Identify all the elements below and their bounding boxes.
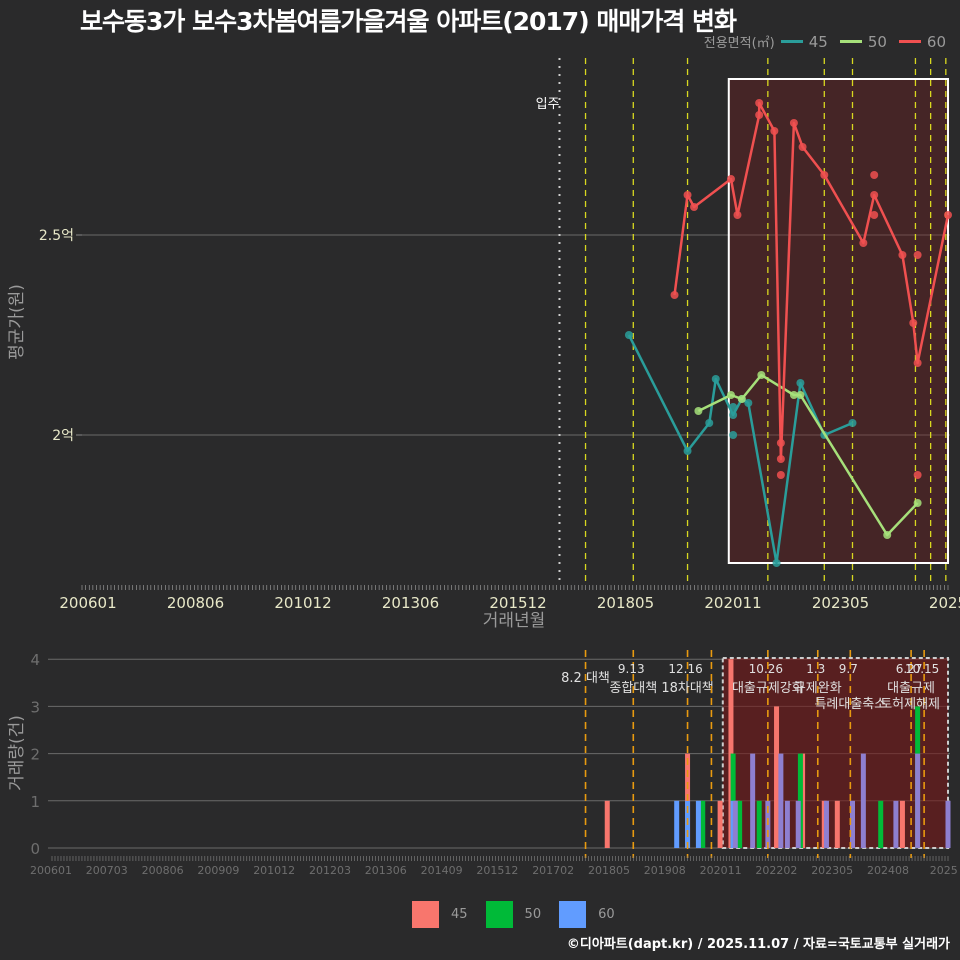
svg-text:201306: 201306 <box>365 864 407 877</box>
svg-text:6.27: 6.27 <box>896 662 923 676</box>
svg-text:18차대책: 18차대책 <box>661 681 713 696</box>
bar-50 <box>700 800 706 848</box>
bar-etc <box>823 800 829 848</box>
svg-text:201512: 201512 <box>489 594 546 612</box>
bar-etc <box>915 753 921 848</box>
bar-60 <box>695 800 701 848</box>
svg-text:200703: 200703 <box>86 864 128 877</box>
svg-text:202305: 202305 <box>812 594 869 612</box>
svg-text:200806: 200806 <box>142 864 184 877</box>
svg-text:1: 1 <box>30 793 40 811</box>
legend-box-60 <box>559 901 587 928</box>
bar-etc <box>750 753 756 848</box>
svg-text:202408: 202408 <box>867 864 909 877</box>
svg-text:규제완화: 규제완화 <box>794 681 842 696</box>
svg-text:200806: 200806 <box>167 594 224 612</box>
bar-60 <box>674 800 680 848</box>
svg-text:9.7: 9.7 <box>839 662 858 676</box>
bar-etc <box>784 800 790 848</box>
legend-swatch-45 <box>780 40 803 43</box>
legend-swatch-50 <box>839 40 862 43</box>
svg-text:4: 4 <box>30 651 40 669</box>
svg-text:토허제해제: 토허제해제 <box>880 697 940 712</box>
svg-text:8.2 대책: 8.2 대책 <box>561 671 610 686</box>
svg-text:201203: 201203 <box>309 864 351 877</box>
bar-etc <box>945 800 951 848</box>
legend-swatch-60 <box>898 40 921 43</box>
legend-box-45 <box>412 901 439 928</box>
bar-45 <box>899 800 905 848</box>
svg-text:2: 2 <box>30 746 40 764</box>
svg-text:2025: 2025 <box>929 594 960 612</box>
svg-text:201805: 201805 <box>597 594 654 612</box>
svg-text:201908: 201908 <box>644 864 686 877</box>
svg-text:201512: 201512 <box>476 864 518 877</box>
svg-text:0: 0 <box>30 840 40 858</box>
svg-text:201012: 201012 <box>253 864 295 877</box>
svg-text:200601: 200601 <box>59 594 116 612</box>
bar-etc <box>795 800 801 848</box>
svg-text:201805: 201805 <box>588 864 630 877</box>
svg-text:201702: 201702 <box>532 864 574 877</box>
bar-etc <box>850 800 856 848</box>
legend-label-45: 45 <box>808 32 828 51</box>
svg-text:특례대출축소: 특례대출축소 <box>814 697 886 712</box>
y-axis-title: 평균가(원) <box>7 284 27 360</box>
svg-text:3: 3 <box>30 698 40 716</box>
legend-box-label-50: 50 <box>524 907 542 922</box>
svg-text:201306: 201306 <box>382 594 439 612</box>
svg-text:1.3: 1.3 <box>806 662 825 676</box>
svg-text:2억: 2억 <box>52 428 74 444</box>
svg-text:200909: 200909 <box>197 864 239 877</box>
bar-50 <box>878 800 884 848</box>
svg-text:202011: 202011 <box>704 594 761 612</box>
legend-top: 전용면적(㎡) 45 50 60 <box>703 32 952 52</box>
bar-45 <box>717 800 723 848</box>
svg-text:대출규제강화: 대출규제강화 <box>732 681 804 696</box>
svg-text:종합대책: 종합대책 <box>609 681 657 696</box>
x-axis-title: 거래년월 <box>483 611 546 631</box>
bar-45 <box>774 706 780 848</box>
svg-text:200601: 200601 <box>30 864 72 877</box>
svg-text:202202: 202202 <box>755 864 797 877</box>
svg-text:202305: 202305 <box>811 864 853 877</box>
bar-50 <box>737 800 743 848</box>
footer-credit: ©디아파트(dapt.kr) / 2025.11.07 / 자료=국토교통부 실… <box>566 937 950 952</box>
svg-text:202011: 202011 <box>700 864 742 877</box>
legend-box-label-60: 60 <box>598 907 615 922</box>
svg-text:10.15: 10.15 <box>905 662 939 676</box>
svg-text:2.5억: 2.5억 <box>39 228 74 244</box>
move-in-label: 입주 <box>536 97 560 112</box>
bar-45 <box>834 800 840 848</box>
svg-text:대출규제: 대출규제 <box>887 681 935 696</box>
svg-text:9.13: 9.13 <box>618 662 645 676</box>
legend-label-50: 50 <box>867 32 887 51</box>
bar-etc <box>860 753 866 848</box>
legend-title: 전용면적(㎡) <box>703 36 775 51</box>
bar-etc <box>778 753 784 848</box>
y-axis-title-volume: 거래량(건) <box>7 715 27 791</box>
svg-text:201409: 201409 <box>421 864 463 877</box>
bar-50 <box>756 800 762 848</box>
legend-label-60: 60 <box>926 32 946 51</box>
page-title: 보수동3가 보수3차봄여름가을겨울 아파트(2017) 매매가격 변화 <box>80 7 737 36</box>
svg-text:2025: 2025 <box>930 864 958 877</box>
svg-text:201012: 201012 <box>274 594 331 612</box>
svg-text:10.26: 10.26 <box>749 662 783 676</box>
legend-box-label-45: 45 <box>451 907 468 922</box>
legend-bottom: 45 50 60 <box>412 901 633 928</box>
bar-45 <box>604 800 610 848</box>
price-chart: 2억 2.5억 입주 200601 200806 201012 201306 201512 20… <box>7 58 960 631</box>
legend-box-50 <box>485 901 513 928</box>
bar-etc <box>732 800 738 848</box>
volume-chart: 0 1 2 3 4 8.2 대책 9.13 종합대책 12.16 18차대책 10.26 대출규제강화… <box>7 650 958 877</box>
svg-text:12.16: 12.16 <box>668 662 702 676</box>
bar-etc <box>893 800 899 848</box>
series-line-60 <box>673 101 950 461</box>
